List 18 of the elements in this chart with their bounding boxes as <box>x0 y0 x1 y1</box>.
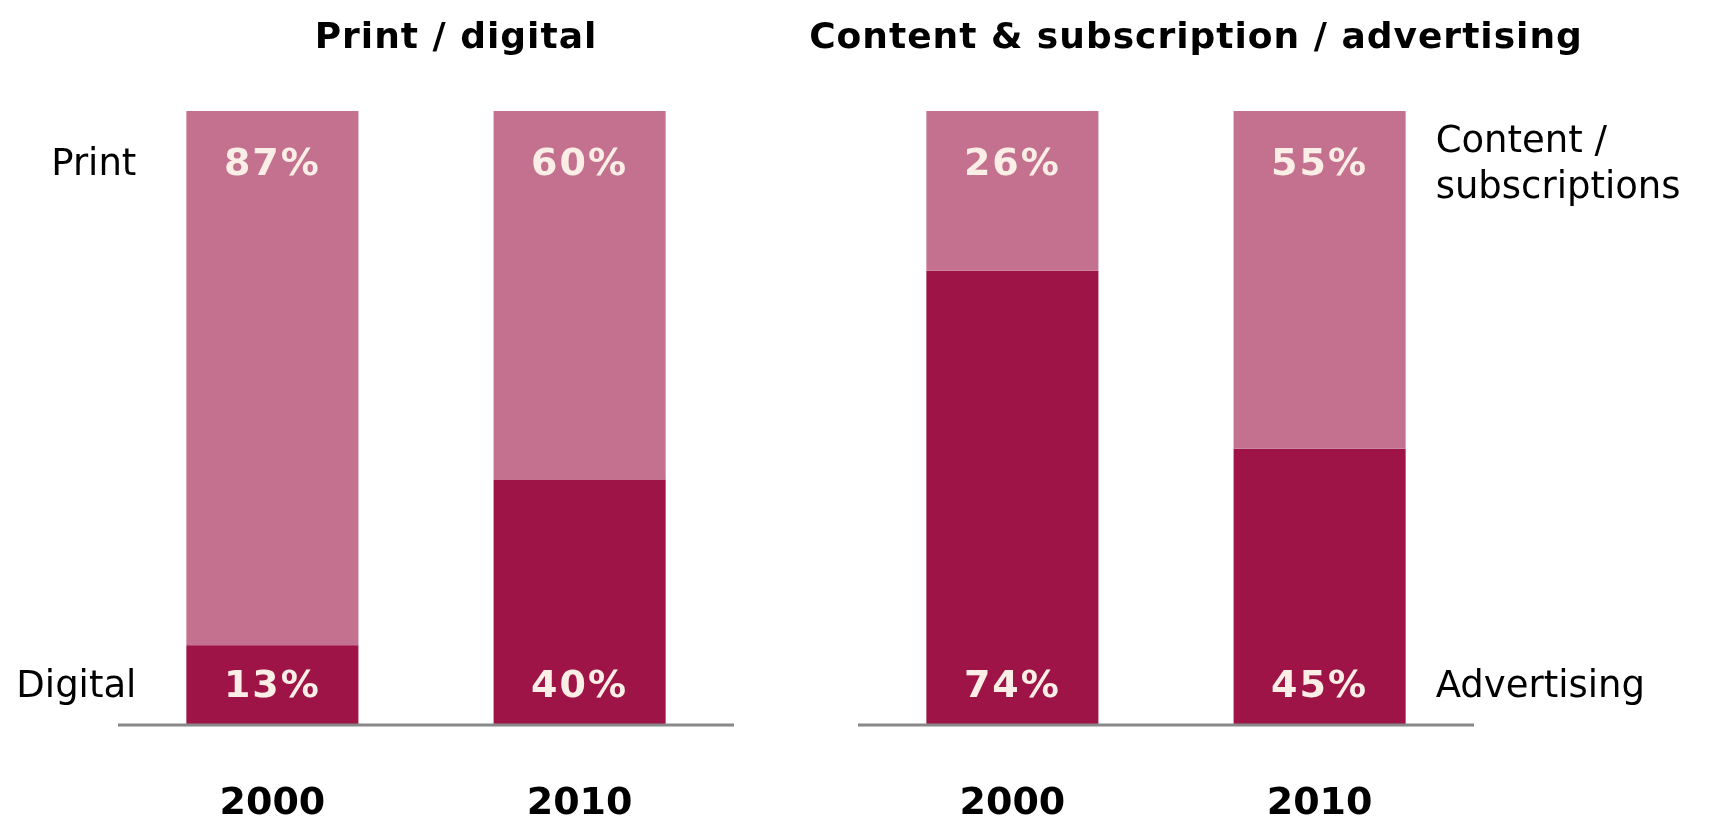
data-label: 55% <box>1271 140 1369 184</box>
data-label: 87% <box>223 140 321 184</box>
x-tick-label: 2010 <box>526 779 633 816</box>
data-label: 40% <box>531 662 629 706</box>
data-label: 74% <box>963 662 1061 706</box>
x-tick-label: 2000 <box>959 779 1066 816</box>
x-tick-label: 2000 <box>219 779 326 816</box>
series-label: Content / subscriptions <box>1435 118 1681 207</box>
x-tick-label: 2010 <box>1266 779 1373 816</box>
chart-title: Print / digital <box>314 15 598 56</box>
data-label: 13% <box>223 662 321 707</box>
data-label: 26% <box>963 140 1061 184</box>
chart-title: Content & subscription / advertising <box>809 15 1583 56</box>
data-label: 45% <box>1271 662 1369 706</box>
series-label: Advertising <box>1435 663 1645 706</box>
series-label: Digital <box>16 663 137 707</box>
data-label: 60% <box>531 140 629 184</box>
series-label: Print <box>51 141 137 184</box>
